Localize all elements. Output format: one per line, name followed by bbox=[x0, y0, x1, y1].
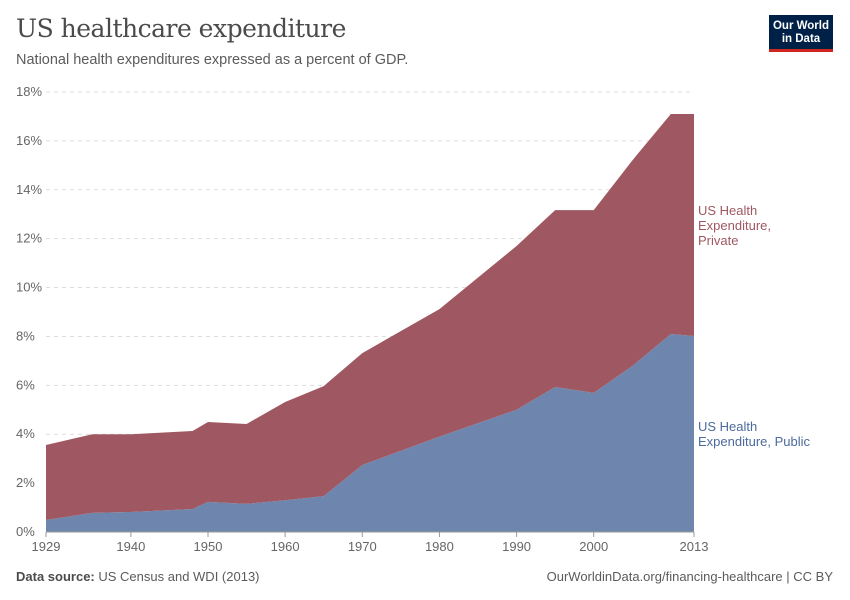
y-tick-label: 6% bbox=[16, 377, 35, 392]
legend-private: Expenditure, bbox=[698, 218, 771, 233]
x-tick-label: 1970 bbox=[348, 539, 377, 554]
source-label: Data source: bbox=[16, 569, 95, 584]
legend-public: Expenditure, Public bbox=[698, 434, 811, 449]
x-tick-label: 1940 bbox=[116, 539, 145, 554]
legend-public: US Health bbox=[698, 419, 757, 434]
y-tick-label: 8% bbox=[16, 328, 35, 343]
data-source: Data source: US Census and WDI (2013) bbox=[16, 569, 260, 584]
chart-title: US healthcare expenditure bbox=[16, 14, 346, 43]
source-text: US Census and WDI (2013) bbox=[98, 569, 260, 584]
y-tick-label: 4% bbox=[16, 426, 35, 441]
owid-logo[interactable]: Our World in Data bbox=[769, 15, 833, 52]
x-tick-label: 1950 bbox=[194, 539, 223, 554]
legend-private: Private bbox=[698, 233, 738, 248]
area-series-public bbox=[46, 334, 694, 532]
y-tick-label: 10% bbox=[16, 280, 42, 295]
y-tick-label: 18% bbox=[16, 84, 42, 99]
x-tick-label: 1980 bbox=[425, 539, 454, 554]
y-tick-label: 16% bbox=[16, 133, 42, 148]
credit-link[interactable]: OurWorldinData.org/financing-healthcare … bbox=[546, 569, 833, 584]
y-tick-label: 12% bbox=[16, 231, 42, 246]
legend-private: US Health bbox=[698, 203, 757, 218]
x-tick-label: 1960 bbox=[271, 539, 300, 554]
x-tick-label: 2013 bbox=[680, 539, 709, 554]
x-tick-label: 1990 bbox=[502, 539, 531, 554]
x-tick-label: 2000 bbox=[579, 539, 608, 554]
chart-subtitle: National health expenditures expressed a… bbox=[16, 52, 409, 68]
x-tick-label: 1929 bbox=[32, 539, 61, 554]
y-tick-label: 14% bbox=[16, 182, 42, 197]
y-tick-label: 2% bbox=[16, 475, 35, 490]
y-tick-label: 0% bbox=[16, 524, 35, 539]
area-series-private bbox=[46, 114, 694, 521]
